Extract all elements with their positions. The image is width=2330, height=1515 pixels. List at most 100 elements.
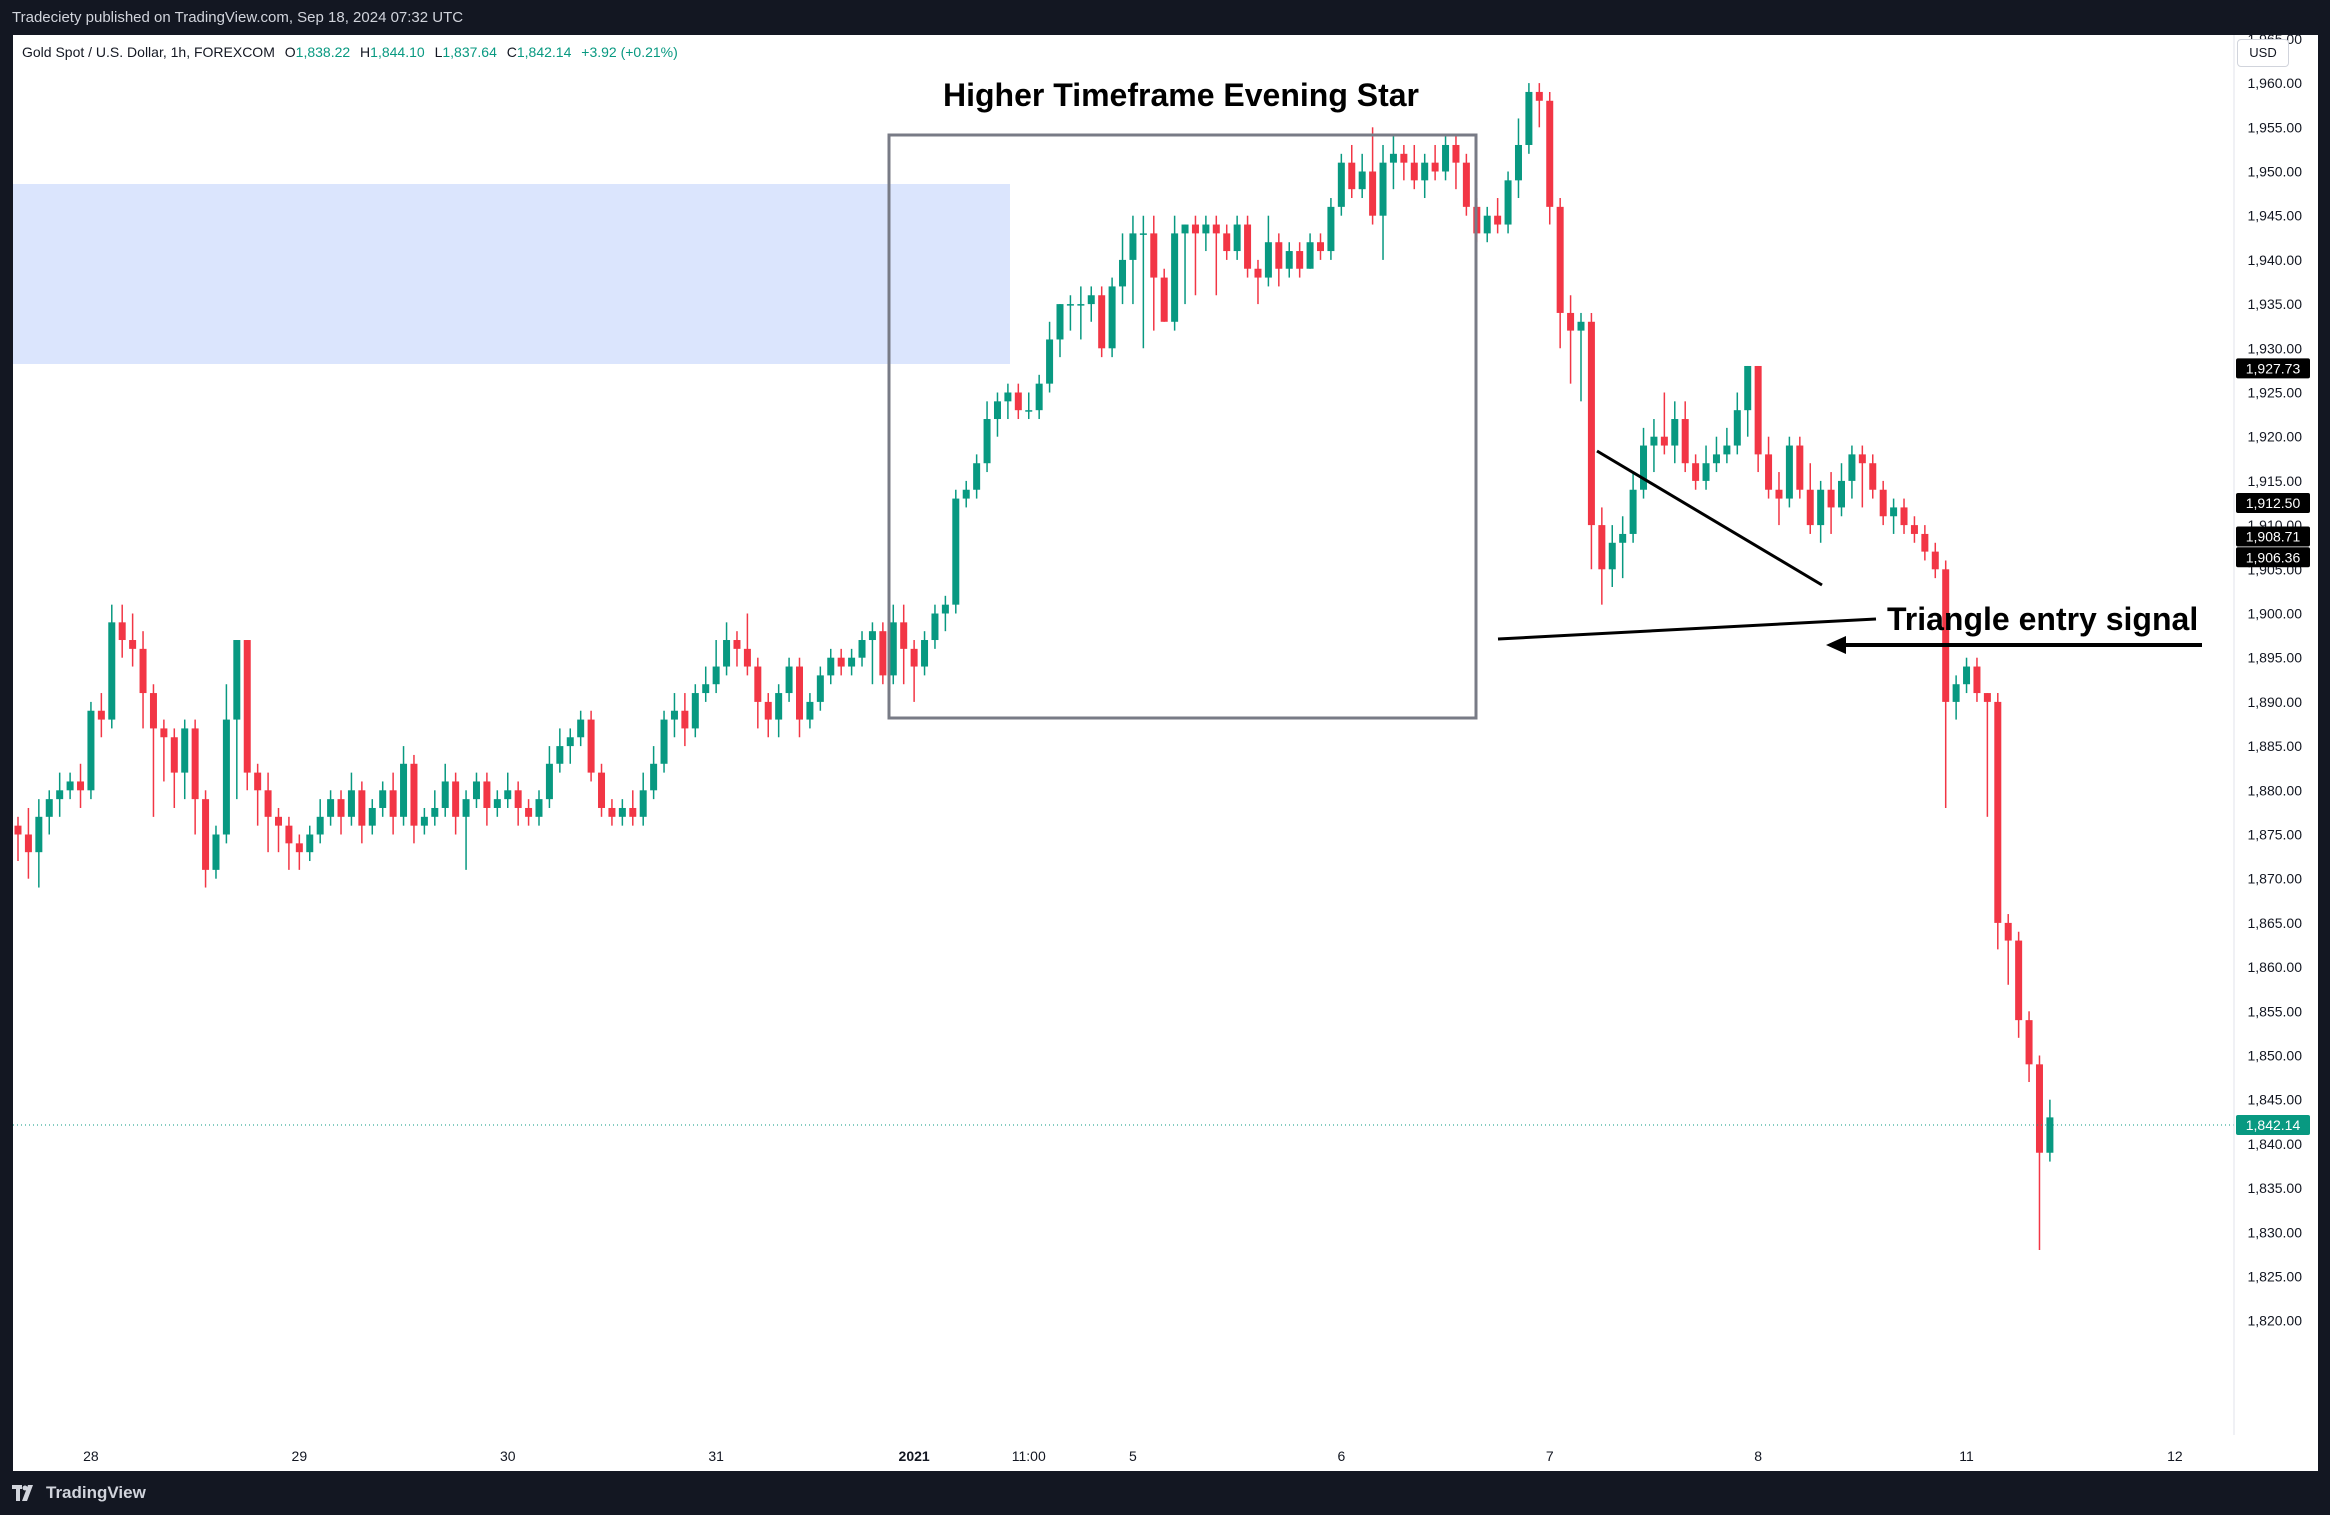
candle-body bbox=[1744, 365, 1752, 411]
candle bbox=[973, 454, 981, 499]
candle-body bbox=[1046, 339, 1054, 384]
candle-body bbox=[1212, 224, 1220, 234]
candle-body bbox=[1660, 436, 1668, 446]
candle-body bbox=[1608, 542, 1616, 570]
price-label: 1,927.73 bbox=[2246, 360, 2301, 376]
candle bbox=[1244, 215, 1252, 278]
tradingview-brand: TradingView bbox=[46, 1483, 146, 1502]
candle-body bbox=[754, 666, 762, 702]
candle-body bbox=[1462, 162, 1470, 207]
candle-body bbox=[1431, 162, 1439, 172]
candle bbox=[879, 622, 887, 685]
candle bbox=[1900, 498, 1908, 534]
candle-body bbox=[1150, 233, 1158, 278]
currency-selector[interactable]: USD bbox=[2237, 39, 2289, 67]
open-value: 1,838.22 bbox=[295, 44, 351, 60]
candle bbox=[1014, 383, 1022, 420]
candle-body bbox=[327, 799, 335, 817]
high-value: 1,844.10 bbox=[370, 44, 425, 60]
candle-body bbox=[243, 640, 251, 773]
candle-body bbox=[400, 763, 408, 817]
candle bbox=[1817, 480, 1825, 543]
candle bbox=[618, 799, 626, 826]
candle bbox=[941, 595, 949, 632]
time-tick-label: 12 bbox=[2167, 1448, 2183, 1464]
candle bbox=[1546, 91, 1554, 225]
candle bbox=[1848, 445, 1856, 499]
candle-body bbox=[1577, 321, 1585, 331]
candle bbox=[1212, 215, 1220, 296]
entry-arrow-head bbox=[1826, 636, 1846, 654]
candle bbox=[1025, 392, 1033, 420]
candle-body bbox=[1077, 304, 1085, 306]
candle bbox=[129, 613, 137, 667]
candle-body bbox=[848, 657, 856, 667]
candle bbox=[1066, 295, 1074, 331]
candle bbox=[1400, 144, 1408, 181]
candle bbox=[212, 825, 220, 879]
candle-body bbox=[1827, 489, 1835, 508]
candle bbox=[431, 790, 439, 826]
candle-body bbox=[1098, 295, 1106, 349]
time-tick-label: 6 bbox=[1337, 1448, 1345, 1464]
candle-body bbox=[629, 807, 637, 817]
candle-body bbox=[1244, 224, 1252, 269]
candle bbox=[733, 631, 741, 667]
candle bbox=[1942, 560, 1950, 808]
candle-body bbox=[1994, 701, 2002, 923]
candle bbox=[702, 666, 710, 702]
tradingview-logo[interactable]: TradingView bbox=[12, 1482, 146, 1504]
price-tick-label: 1,880.00 bbox=[2248, 782, 2303, 798]
candle bbox=[577, 710, 585, 747]
candle bbox=[1702, 445, 1710, 490]
price-label: 1,912.50 bbox=[2246, 495, 2301, 511]
candle bbox=[1692, 454, 1700, 490]
candle bbox=[1608, 525, 1616, 587]
candle bbox=[806, 693, 814, 729]
time-axis[interactable]: 28 29 30 31 2021 11:00 5 6 7 8 11 12 bbox=[83, 1448, 2183, 1464]
candle bbox=[149, 684, 157, 817]
candle-body bbox=[1504, 180, 1512, 225]
price-tick-label: 1,970.00 bbox=[2248, 0, 2303, 3]
candle-body bbox=[1952, 684, 1960, 702]
price-tick-label: 1,845.00 bbox=[2248, 1092, 2303, 1108]
price-label-group: 1,927.73 1,912.50 1,908.71 1,906.36 1,842.14 bbox=[2236, 358, 2310, 1135]
candle bbox=[587, 710, 595, 782]
candle bbox=[1733, 392, 1741, 455]
change-value: +3.92 (+0.21%) bbox=[581, 44, 678, 60]
candle bbox=[1650, 419, 1658, 473]
candle-body bbox=[785, 666, 793, 694]
candle-body bbox=[389, 790, 397, 817]
candle bbox=[889, 604, 897, 685]
candle-body bbox=[1296, 251, 1304, 269]
candle-body bbox=[1806, 489, 1814, 526]
candle-body bbox=[1025, 410, 1033, 412]
price-tick-label: 1,950.00 bbox=[2248, 164, 2303, 180]
candle-body bbox=[56, 790, 64, 800]
candle bbox=[2046, 1099, 2054, 1162]
candle bbox=[1504, 171, 1512, 234]
candle bbox=[1421, 153, 1429, 199]
candle bbox=[410, 754, 418, 844]
candle bbox=[1119, 233, 1127, 305]
candle-body bbox=[1775, 489, 1783, 499]
candle bbox=[181, 719, 189, 800]
candle bbox=[848, 648, 856, 676]
candle bbox=[306, 825, 314, 862]
candle bbox=[139, 631, 147, 729]
close-label: C bbox=[506, 44, 517, 60]
candle bbox=[202, 790, 210, 888]
candle bbox=[691, 684, 699, 738]
candle bbox=[337, 790, 345, 835]
candle bbox=[358, 781, 366, 844]
candle bbox=[545, 746, 553, 808]
candle-body bbox=[1973, 666, 1981, 694]
candle bbox=[2035, 1055, 2043, 1250]
candle bbox=[1108, 277, 1116, 358]
candle bbox=[1181, 224, 1189, 305]
candle-body bbox=[775, 693, 783, 720]
candle bbox=[1452, 136, 1460, 190]
candle-body bbox=[1160, 277, 1168, 322]
candle-body bbox=[139, 648, 147, 694]
